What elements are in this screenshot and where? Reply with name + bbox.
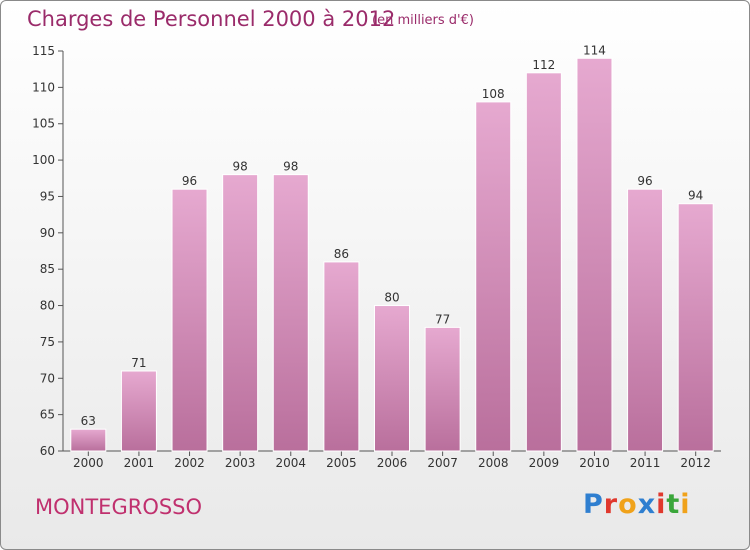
data-label: 77 <box>435 312 450 326</box>
x-tick-label: 2003 <box>225 456 256 470</box>
x-tick-label: 2012 <box>680 456 711 470</box>
y-tick-label: 105 <box>32 117 55 131</box>
x-tick-label: 2008 <box>478 456 509 470</box>
data-label: 114 <box>583 43 606 57</box>
x-tick-label: 2006 <box>377 456 408 470</box>
bar-2000 <box>70 428 107 452</box>
bar-2002 <box>171 188 208 452</box>
y-tick-label: 95 <box>40 189 55 203</box>
chart-bars <box>70 57 714 452</box>
y-tick-label: 60 <box>40 444 55 458</box>
y-tick-label: 115 <box>32 44 55 58</box>
y-tick-label: 65 <box>40 408 55 422</box>
bar-2010 <box>576 57 613 452</box>
x-tick-label: 2000 <box>73 456 104 470</box>
data-label: 71 <box>131 356 146 370</box>
y-tick-label: 90 <box>40 226 55 240</box>
data-label: 63 <box>81 414 96 428</box>
y-tick-label: 75 <box>40 335 55 349</box>
logo-letter: P <box>583 489 604 520</box>
y-tick-label: 80 <box>40 299 55 313</box>
data-label: 98 <box>233 160 248 174</box>
bar-2008 <box>475 101 512 452</box>
data-label: 108 <box>482 87 505 101</box>
bar-2012 <box>677 203 714 452</box>
x-tick-label: 2007 <box>427 456 458 470</box>
logo-letter: i <box>680 489 691 520</box>
data-label: 96 <box>182 174 197 188</box>
data-label: 80 <box>384 291 399 305</box>
logo-letter: o <box>618 489 638 520</box>
bar-2003 <box>222 174 259 452</box>
data-label: 96 <box>637 174 652 188</box>
bar-2007 <box>424 326 461 452</box>
bar-2011 <box>627 188 664 452</box>
logo-letter: x <box>637 489 657 520</box>
proxiti-logo: Proxiti <box>583 489 691 520</box>
x-tick-label: 2011 <box>630 456 661 470</box>
town-name: MONTEGROSSO <box>35 495 203 519</box>
chart-title: Charges de Personnel 2000 à 2012 <box>27 7 396 31</box>
bar-2001 <box>120 370 157 452</box>
data-label: 112 <box>532 58 555 72</box>
y-tick-label: 70 <box>40 371 55 385</box>
data-label: 98 <box>283 160 298 174</box>
y-tick-label: 110 <box>32 80 55 94</box>
data-label: 94 <box>688 189 703 203</box>
chart-labels: 2000 63 2001 71 2002 96 2003 98 2004 98 2005 86 2006… <box>73 43 711 470</box>
bar-2009 <box>525 72 562 452</box>
x-tick-label: 2005 <box>326 456 357 470</box>
logo-letter: r <box>603 489 619 520</box>
y-tick-label: 100 <box>32 153 55 167</box>
bar-2006 <box>374 305 410 452</box>
x-tick-label: 2009 <box>529 456 560 470</box>
chart-subtitle: (en milliers d'€) <box>372 13 474 28</box>
x-tick-label: 2010 <box>579 456 610 470</box>
logo-letter: i <box>656 489 667 520</box>
logo-letter: t <box>666 489 681 520</box>
bar-2004 <box>272 174 309 452</box>
y-tick-label: 85 <box>40 262 55 276</box>
x-tick-label: 2004 <box>275 456 306 470</box>
chart-axes: 60 65 70 75 80 85 90 95 100 105 110 115 <box>32 44 721 458</box>
bar-2005 <box>323 261 360 452</box>
data-label: 86 <box>334 247 349 261</box>
x-tick-label: 2002 <box>174 456 205 470</box>
x-tick-label: 2001 <box>124 456 155 470</box>
